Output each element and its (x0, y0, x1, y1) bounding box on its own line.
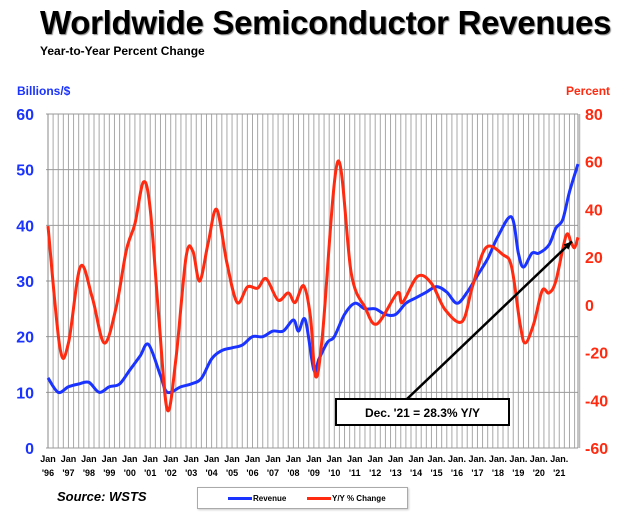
right-tick-label: 60 (585, 155, 603, 172)
x-tick-label: Jan '02 (163, 454, 179, 478)
legend-item-revenue: Revenue (228, 494, 286, 503)
left-tick-label: 50 (16, 163, 34, 180)
right-axis-label: Percent (566, 84, 611, 98)
x-tick-label: Jan. '17 (468, 454, 486, 478)
right-tick-label: -60 (585, 441, 608, 458)
x-tick-label: Jan. '21 (550, 454, 568, 478)
x-tick-label: Jan '01 (142, 454, 158, 478)
x-tick-label: Jan. '15 (428, 454, 446, 478)
x-tick-label: Jan '04 (204, 454, 220, 478)
x-tick-label: Jan '99 (102, 454, 118, 478)
x-tick-label: Jan '06 (245, 454, 261, 478)
chart-subtitle: Year-to-Year Percent Change (40, 44, 205, 58)
legend-item-yoy: Y/Y % Change (307, 494, 386, 503)
annotation-arrow (406, 240, 573, 400)
source-note: Source: WSTS (57, 489, 147, 504)
legend-label: Y/Y % Change (332, 494, 386, 503)
x-tick-label: Jan. '16 (448, 454, 466, 478)
right-tick-label: 80 (585, 107, 603, 124)
x-tick-label: Jan '07 (265, 454, 281, 478)
x-tick-label: Jan '96 (40, 454, 56, 478)
left-axis-label: Billions/$ (17, 84, 71, 98)
left-tick-label: 60 (16, 107, 34, 124)
x-tick-label: Jan. '18 (489, 454, 507, 478)
right-tick-label: 0 (585, 298, 594, 315)
legend-swatch-yoy (307, 497, 331, 500)
x-tick-label: Jan '14 (408, 454, 424, 478)
x-tick-label: Jan '12 (367, 454, 383, 478)
x-tick-label: Jan '05 (224, 454, 240, 478)
x-tick-label: Jan '03 (183, 454, 199, 478)
chart-title: Worldwide Semiconductor Revenues (40, 4, 612, 41)
arrow-head-icon (563, 241, 572, 250)
left-tick-label: 40 (16, 218, 34, 235)
legend: Revenue Y/Y % Change (197, 487, 408, 509)
left-tick-label: 30 (16, 274, 34, 291)
legend-label: Revenue (253, 494, 287, 503)
x-tick-label: Jan. '20 (530, 454, 548, 478)
x-tick-label: Jan '11 (347, 454, 363, 478)
x-tick-label: Jan '08 (286, 454, 302, 478)
right-tick-label: -40 (585, 393, 608, 410)
x-tick-label: Jan. '19 (509, 454, 527, 478)
annotation-text: Dec. '21 = 28.3% Y/Y (365, 406, 480, 420)
left-tick-label: 10 (16, 385, 34, 402)
left-tick-label: 0 (25, 441, 34, 458)
right-tick-label: 20 (585, 250, 603, 267)
x-tick-label: Jan '13 (388, 454, 404, 478)
x-tick-label: Jan '09 (306, 454, 322, 478)
x-tick-label: Jan '97 (61, 454, 77, 478)
right-tick-label: -20 (585, 346, 608, 363)
x-tick-label: Jan '98 (81, 454, 97, 478)
legend-swatch-revenue (228, 497, 252, 500)
annotation-box (335, 398, 510, 426)
x-tick-label: Jan '00 (122, 454, 138, 478)
x-tick-label: Jan '10 (327, 454, 343, 478)
right-tick-label: 40 (585, 202, 603, 219)
left-tick-label: 20 (16, 330, 34, 347)
